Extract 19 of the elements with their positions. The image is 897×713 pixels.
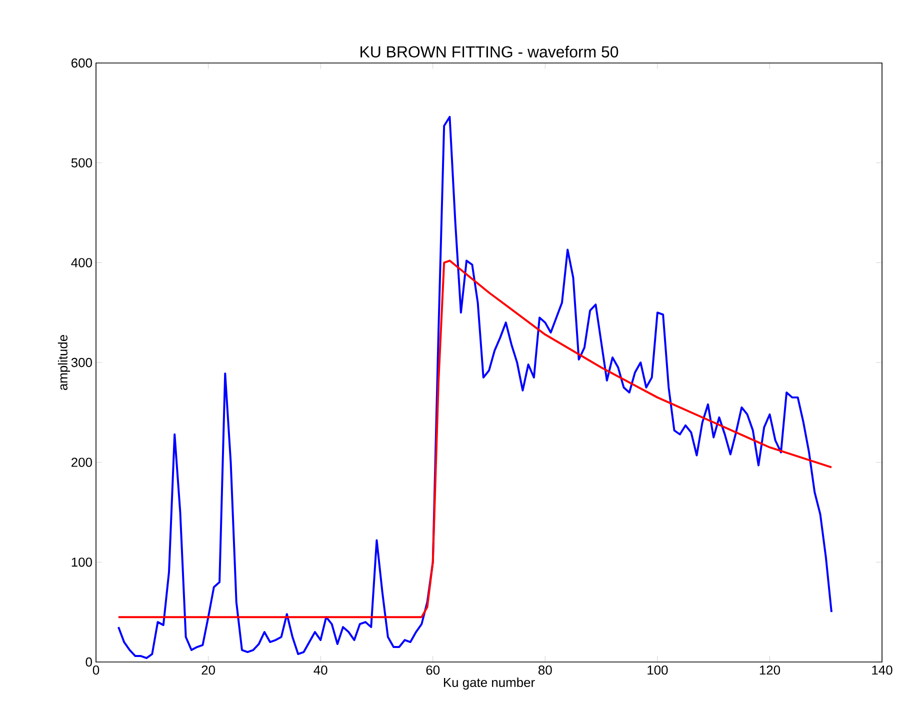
x-tick-label: 140: [872, 666, 892, 675]
y-tick-label: 100: [72, 558, 92, 567]
x-tick-label: 20: [202, 666, 215, 675]
y-tick-label: 300: [71, 358, 92, 368]
y-tick-label: 0: [86, 657, 92, 667]
chart-title: KU BROWN FITTING - waveform 50: [360, 46, 618, 58]
x-axis-title: Ku gate number: [444, 678, 535, 690]
x-tick-label: 100: [648, 666, 668, 675]
y-tick-label: 200: [72, 458, 92, 467]
x-tick-label: 40: [314, 666, 328, 675]
y-axis-title: amplitude: [58, 335, 70, 390]
y-tick-label: 400: [71, 258, 92, 268]
y-tick-label: 600: [72, 58, 92, 68]
x-tick-label: 0: [92, 666, 100, 675]
line-series: [117, 260, 832, 618]
y-tick-label: 500: [71, 158, 92, 168]
x-tick-label: 120: [760, 666, 780, 675]
x-tick-label: 60: [426, 666, 440, 675]
x-tick-label: 80: [538, 666, 552, 675]
